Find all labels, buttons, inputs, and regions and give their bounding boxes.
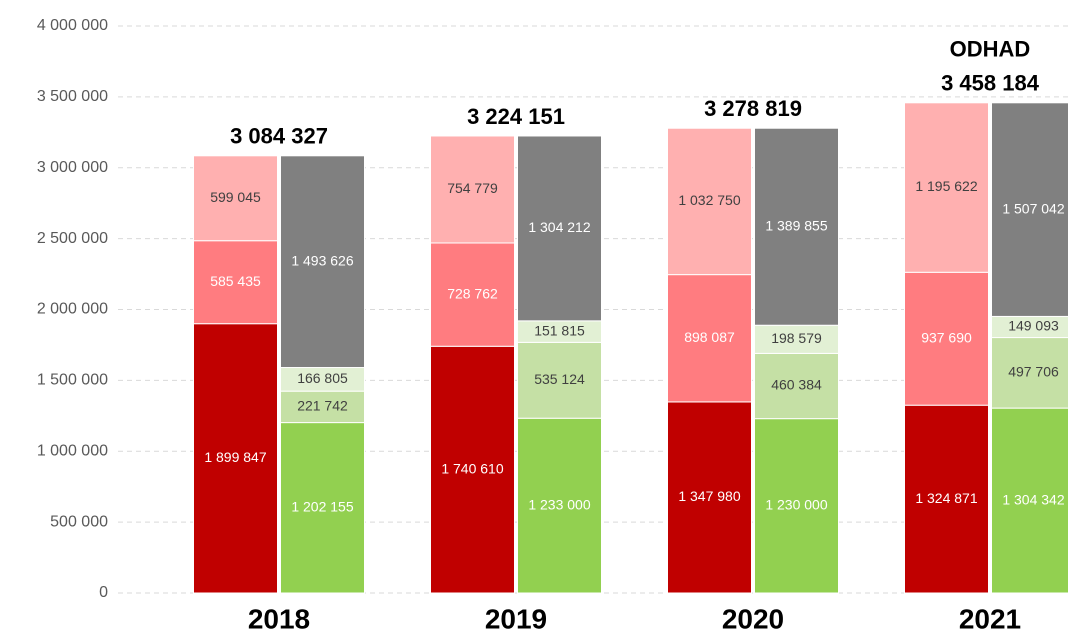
x-tick-label: 2020: [722, 603, 784, 634]
y-tick-label: 2 500 000: [37, 230, 108, 247]
y-tick-label: 2 000 000: [37, 301, 108, 318]
x-tick-label: 2021: [959, 603, 1021, 634]
value-label: 535 124: [534, 371, 585, 387]
y-tick-label: 3 000 000: [37, 159, 108, 176]
bar-segment: [517, 135, 602, 322]
total-label: 3 224 151: [467, 104, 565, 129]
value-label: 1 740 610: [441, 460, 503, 476]
bar-segment: [667, 401, 752, 594]
value-label: 497 706: [1008, 364, 1059, 380]
y-tick-label: 4 000 000: [37, 17, 108, 34]
bar-segment: [193, 323, 278, 594]
value-label: 221 742: [297, 398, 348, 414]
bar-segment: [193, 240, 278, 325]
value-label: 937 690: [921, 329, 972, 345]
value-label: 754 779: [447, 180, 498, 196]
value-label: 728 762: [447, 285, 498, 301]
bar-segment: [517, 341, 602, 419]
value-label: 1 202 155: [291, 499, 353, 515]
value-label: 1 230 000: [765, 497, 827, 513]
bar-segment: [280, 390, 365, 424]
bar-segment: [430, 135, 515, 244]
bar-segment: [991, 102, 1068, 317]
bar-segment: [517, 417, 602, 594]
total-label: 3 084 327: [230, 124, 328, 149]
annotation: ODHAD: [950, 37, 1031, 62]
value-label: 1 195 622: [915, 178, 977, 194]
total-label: 3 458 184: [941, 71, 1040, 96]
value-label: 599 045: [210, 189, 261, 205]
value-label: 898 087: [684, 329, 735, 345]
y-tick-label: 0: [99, 584, 108, 601]
bar-segment: [904, 271, 989, 406]
value-label: 1 493 626: [291, 252, 353, 268]
bar-segment: [754, 352, 839, 420]
value-label: 1 507 042: [1002, 200, 1064, 216]
x-tick-label: 2019: [485, 603, 547, 634]
bar-segment: [193, 155, 278, 242]
bar-segment: [430, 345, 515, 594]
y-tick-label: 3 500 000: [37, 88, 108, 105]
bar-segment: [904, 404, 989, 594]
value-label: 1 324 871: [915, 490, 977, 506]
value-label: 1 304 342: [1002, 491, 1064, 507]
bar-segment: [991, 407, 1068, 594]
total-label: 3 278 819: [704, 96, 802, 121]
value-label: 460 384: [771, 377, 822, 393]
bar-segment: [667, 274, 752, 403]
bar-segment: [280, 155, 365, 369]
value-label: 166 805: [297, 370, 348, 386]
bar-segment: [430, 242, 515, 347]
value-label: 1 233 000: [528, 496, 590, 512]
bar-segment: [667, 127, 752, 276]
value-label: 1 304 212: [528, 219, 590, 235]
y-tick-label: 500 000: [50, 513, 108, 530]
value-label: 151 815: [534, 322, 585, 338]
bar-segment: [754, 418, 839, 594]
bar-segment: [904, 102, 989, 273]
x-tick-label: 2018: [248, 603, 310, 634]
bar-segment: [754, 127, 839, 326]
value-label: 585 435: [210, 273, 261, 289]
y-tick-label: 1 500 000: [37, 372, 108, 389]
value-label: 149 093: [1008, 318, 1059, 334]
bar-segment: [280, 422, 365, 594]
value-label: 1 389 855: [765, 217, 827, 233]
value-label: 198 579: [771, 330, 822, 346]
value-label: 1 032 750: [678, 192, 740, 208]
value-label: 1 347 980: [678, 488, 740, 504]
value-label: 1 899 847: [204, 449, 266, 465]
y-tick-label: 1 000 000: [37, 442, 108, 459]
